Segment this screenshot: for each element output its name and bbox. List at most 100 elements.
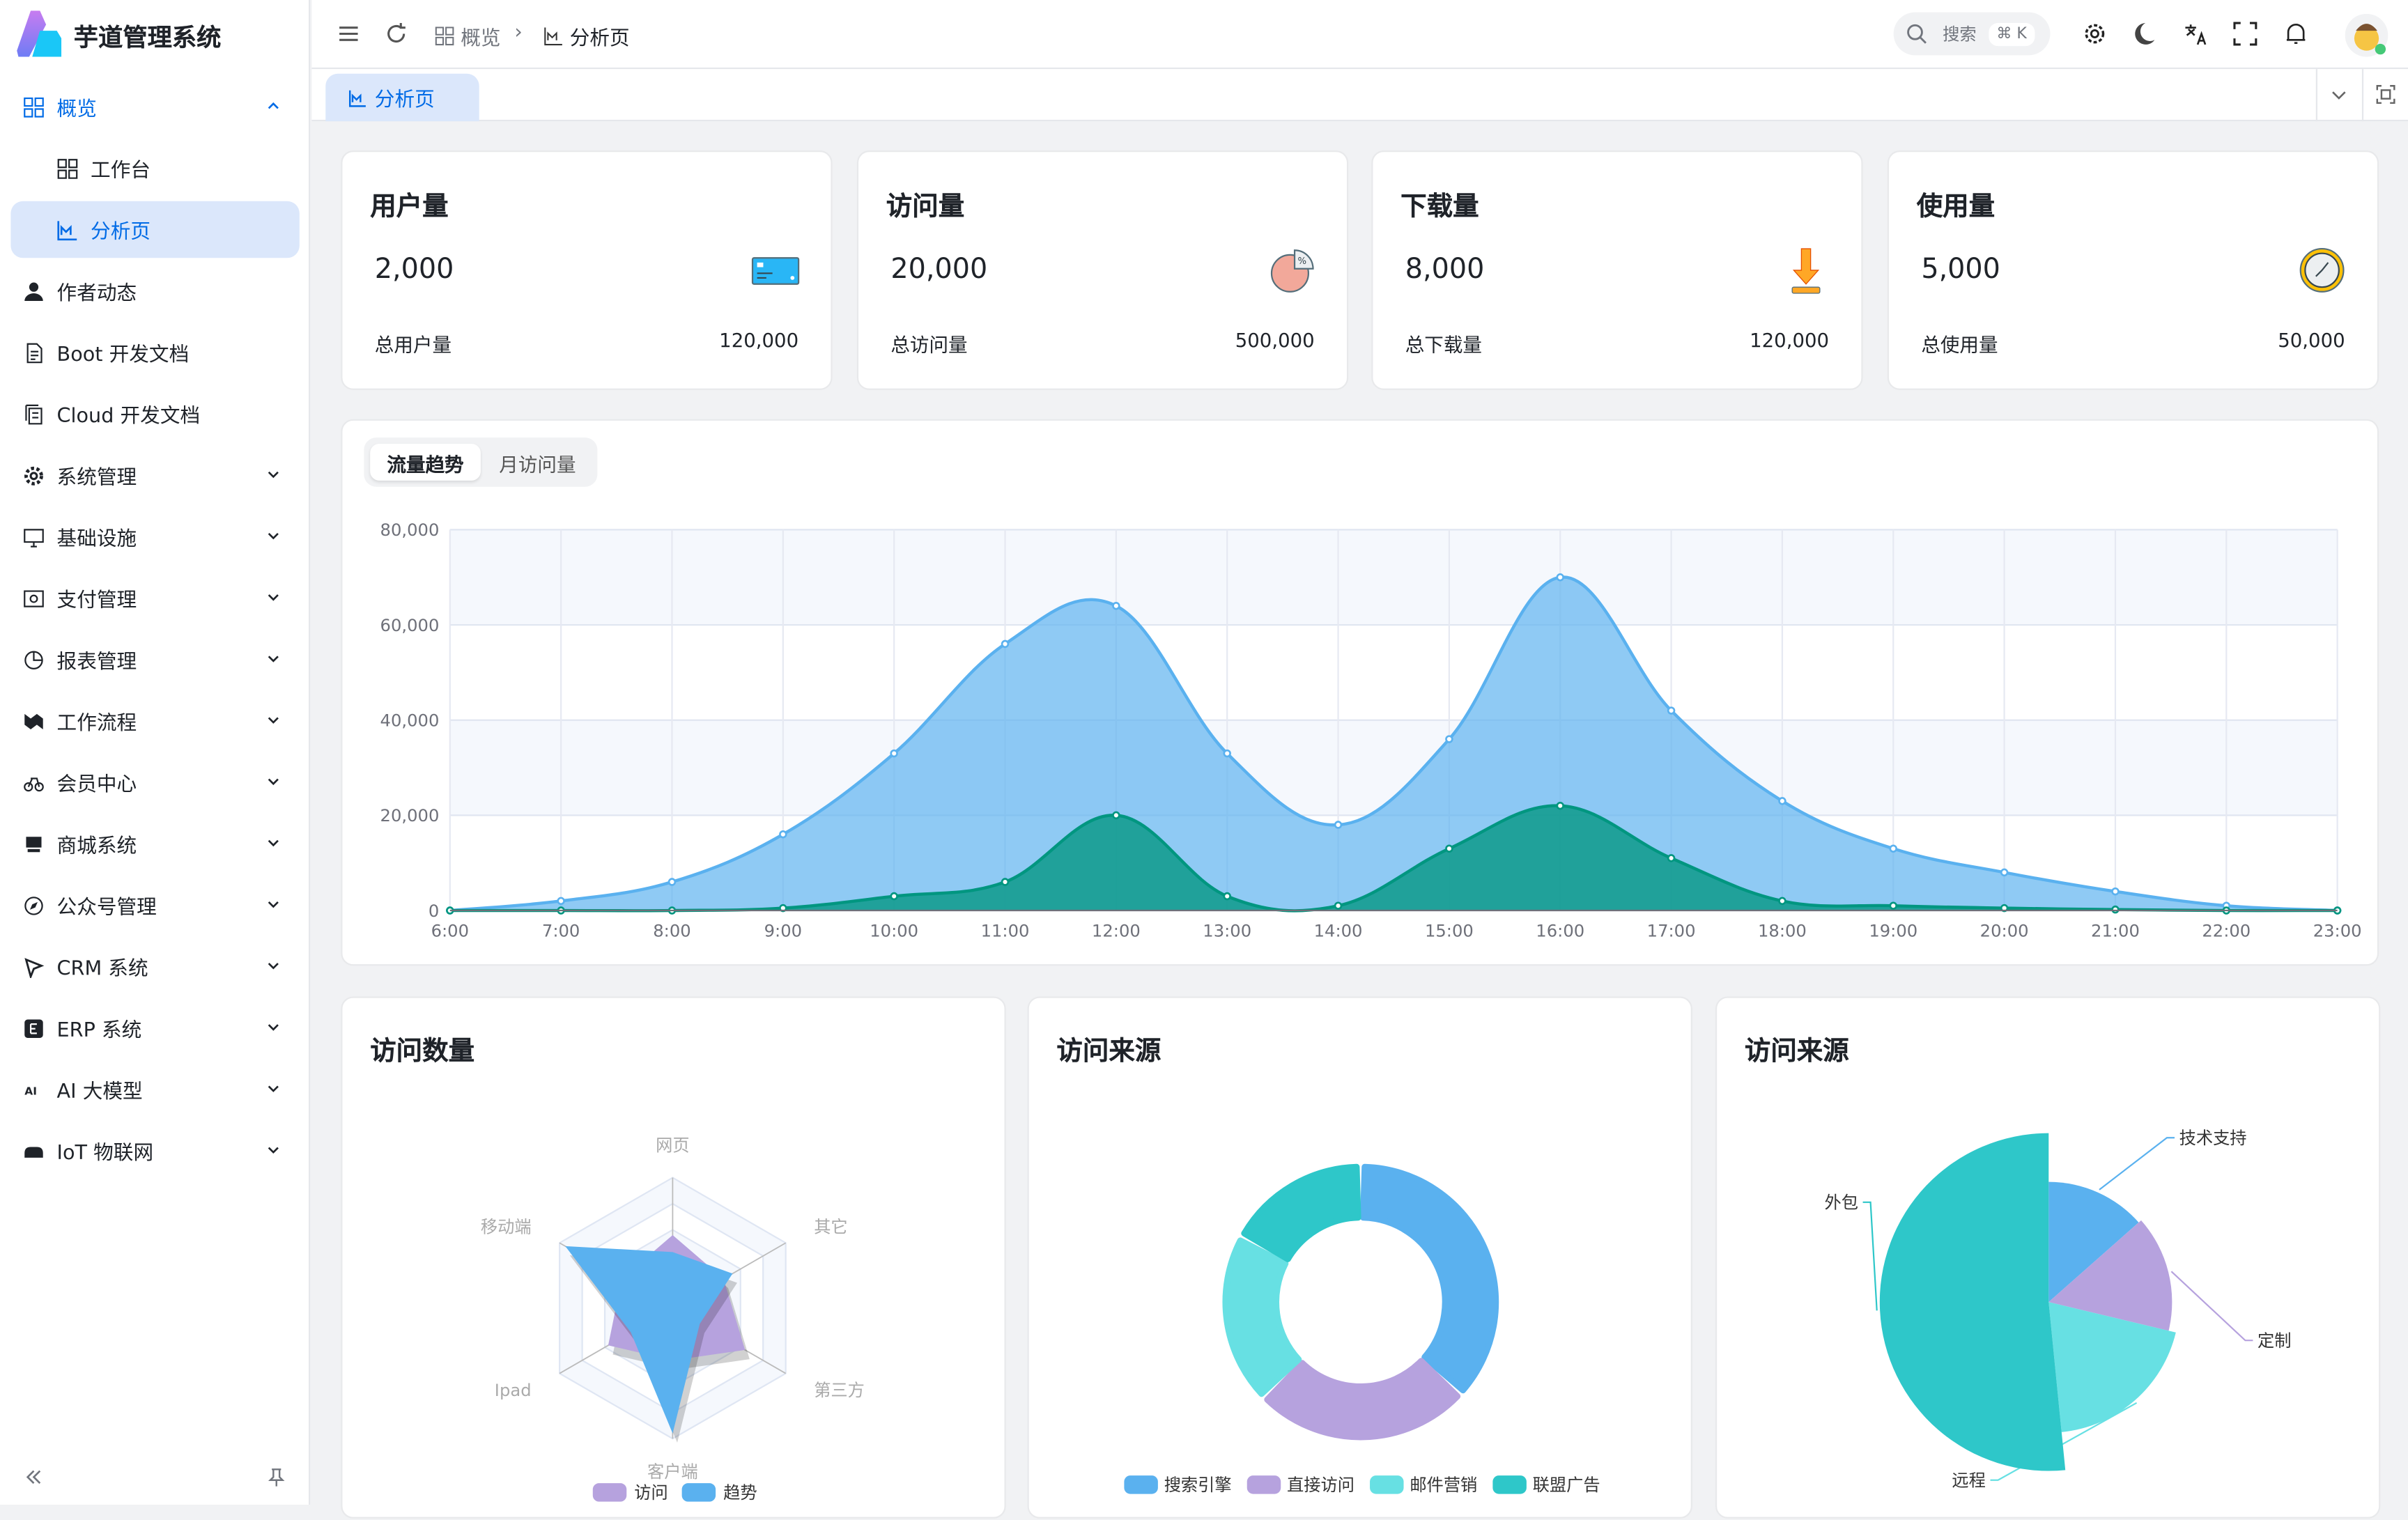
legend-label[interactable]: 邮件营销	[1410, 1475, 1477, 1495]
legend-swatch[interactable]	[1492, 1475, 1527, 1494]
gear-icon	[24, 465, 43, 485]
tabs-dropdown-chevron-icon[interactable]	[2330, 88, 2348, 103]
sidebar-item[interactable]: ERP 系统	[10, 1000, 299, 1057]
data-point[interactable]	[779, 830, 787, 839]
donut-slice[interactable]	[1264, 1358, 1461, 1441]
data-point[interactable]	[1556, 573, 1564, 582]
sidebar-item[interactable]: 报表管理	[10, 631, 299, 688]
data-point[interactable]	[2111, 905, 2120, 914]
stat-total: 120,000	[719, 328, 799, 352]
legend-label[interactable]: 直接访问	[1287, 1475, 1354, 1495]
search-button[interactable]: 搜索 ⌘ K	[1893, 12, 2051, 56]
erp-icon	[24, 1018, 43, 1037]
data-point[interactable]	[2000, 868, 2009, 877]
sidebar-item[interactable]: 支付管理	[10, 570, 299, 627]
sidebar-item[interactable]: CRM 系统	[10, 938, 299, 995]
flow-icon	[24, 713, 43, 729]
sidebar-item[interactable]: 会员中心	[10, 754, 299, 811]
stat-card: 下载量 8,000 总下载量 120,000	[1371, 150, 1863, 390]
donut-slice[interactable]	[1241, 1163, 1361, 1262]
legend-swatch[interactable]	[681, 1483, 716, 1502]
data-point[interactable]	[1112, 602, 1120, 610]
menu-toggle-icon[interactable]	[337, 22, 361, 46]
rose-slice[interactable]	[2048, 1302, 2176, 1432]
data-point[interactable]	[1667, 854, 1676, 862]
rose-slice[interactable]	[2048, 1220, 2172, 1331]
fullscreen-icon[interactable]	[2233, 22, 2258, 46]
sidebar-item[interactable]: AI AI 大模型	[10, 1061, 299, 1118]
data-point[interactable]	[1001, 878, 1010, 886]
data-point[interactable]	[1556, 801, 1564, 810]
user-avatar[interactable]	[2345, 13, 2388, 57]
legend-label[interactable]: 访问	[634, 1482, 667, 1503]
data-point[interactable]	[1334, 821, 1343, 829]
data-point[interactable]	[1223, 749, 1231, 758]
sidebar-item[interactable]: 概览	[10, 78, 299, 135]
tab-analysis[interactable]: 分析页	[325, 73, 479, 122]
data-point[interactable]	[1667, 706, 1676, 715]
collapse-sidebar-icon[interactable]	[23, 1466, 45, 1488]
legend-swatch[interactable]	[1370, 1475, 1404, 1494]
breadcrumb-analysis[interactable]: 分析页	[543, 22, 630, 51]
rose-slice[interactable]	[1879, 1133, 2066, 1471]
legend-swatch[interactable]	[1124, 1475, 1158, 1494]
sidebar-item[interactable]: Cloud 开发文档	[10, 385, 299, 442]
breadcrumb-overview[interactable]: 概览	[435, 22, 501, 51]
sidebar-item[interactable]: 分析页	[10, 201, 300, 258]
tab-monthly-visits[interactable]: 月访问量	[499, 452, 576, 476]
sidebar-item[interactable]: Boot 开发文档	[10, 324, 299, 381]
sidebar-item[interactable]: 系统管理	[10, 447, 299, 504]
data-point[interactable]	[1778, 797, 1786, 805]
svg-text:AI: AI	[24, 1084, 37, 1096]
legend-label[interactable]: 联盟广告	[1533, 1475, 1600, 1495]
sidebar-item[interactable]: 公众号管理	[10, 877, 299, 934]
sidebar-item-label: Cloud 开发文档	[56, 405, 201, 428]
y-tick-label: 40,000	[380, 711, 440, 731]
sidebar-item[interactable]: 作者动态	[10, 263, 299, 320]
sidebar-item[interactable]: 基础设施	[10, 509, 299, 566]
sidebar-item[interactable]: 工作台	[10, 140, 299, 197]
sidebar-item[interactable]: 工作流程	[10, 692, 299, 750]
refresh-icon[interactable]	[384, 22, 408, 46]
search-shortcut: ⌘ K	[1989, 22, 2035, 46]
data-point[interactable]	[890, 749, 898, 758]
data-point[interactable]	[2111, 887, 2120, 896]
data-point[interactable]	[1001, 639, 1010, 649]
data-point[interactable]	[890, 892, 898, 901]
data-point[interactable]	[667, 878, 677, 886]
pie-icon	[24, 650, 43, 669]
notification-bell-icon[interactable]	[2283, 22, 2308, 46]
data-point[interactable]	[1445, 735, 1453, 743]
data-point[interactable]	[1223, 892, 1231, 901]
x-tick-label: 10:00	[870, 921, 918, 941]
data-point[interactable]	[1112, 811, 1120, 820]
sidebar-item-label: 支付管理	[56, 589, 137, 613]
data-point[interactable]	[557, 897, 565, 906]
legend-swatch[interactable]	[592, 1483, 627, 1502]
x-tick-label: 15:00	[1425, 921, 1474, 941]
radar-series-area[interactable]	[565, 1246, 733, 1434]
x-tick-label: 18:00	[1758, 921, 1807, 941]
sidebar-item[interactable]: IoT 物联网	[10, 1122, 299, 1179]
data-point[interactable]	[1778, 897, 1786, 906]
pin-icon[interactable]	[265, 1466, 287, 1488]
legend-swatch[interactable]	[1247, 1475, 1281, 1494]
settings-gear-icon[interactable]	[2083, 22, 2107, 46]
sidebar-item[interactable]: 商城系统	[10, 815, 299, 872]
tab-traffic-trend[interactable]: 流量趋势	[370, 443, 481, 481]
donut-slice[interactable]	[1222, 1237, 1302, 1397]
legend-label[interactable]: 搜索引擎	[1164, 1475, 1232, 1495]
maximize-content-icon[interactable]	[2376, 84, 2396, 104]
data-point[interactable]	[1889, 844, 1897, 853]
stat-footer-label: 总用户量	[374, 333, 452, 357]
data-point[interactable]	[1334, 901, 1343, 910]
download-icon	[1791, 248, 1821, 294]
x-tick-label: 17:00	[1647, 921, 1696, 941]
dark-mode-moon-icon[interactable]	[2131, 22, 2156, 46]
donut-slice[interactable]	[1360, 1163, 1499, 1394]
rose-slice[interactable]	[2048, 1181, 2139, 1303]
data-point[interactable]	[1445, 844, 1453, 853]
translate-icon[interactable]	[2184, 22, 2208, 46]
legend-label[interactable]: 趋势	[723, 1482, 757, 1503]
data-point[interactable]	[1889, 901, 1897, 910]
